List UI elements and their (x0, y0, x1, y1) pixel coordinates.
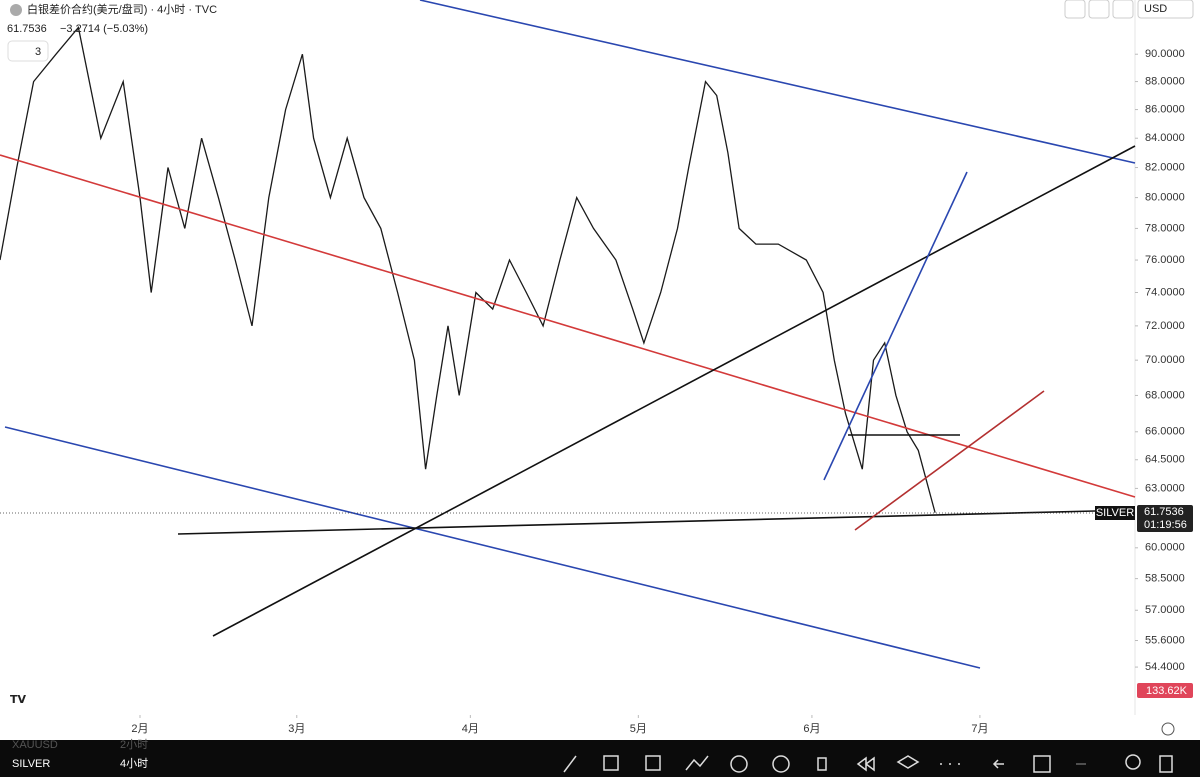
x-tick-label: 4月 (462, 723, 479, 735)
header-pill (4, 0, 284, 20)
y-tick-label: 78.0000 (1145, 222, 1185, 234)
symbol-title[interactable]: 白银差价合约(美元/盘司) · 4小时 · TVC (27, 2, 217, 16)
up-button[interactable] (1064, 0, 1086, 19)
symbol-tag-text: SILVER (1096, 507, 1134, 519)
footer-symbol[interactable]: SILVER (12, 758, 50, 770)
add-tool[interactable] (730, 755, 748, 773)
y-tick-label: 88.0000 (1145, 75, 1185, 87)
rewind[interactable] (856, 756, 875, 772)
chart-type[interactable] (603, 755, 619, 771)
y-tick-label: 72.0000 (1145, 320, 1185, 332)
price-change: −3.2714 (−5.03%) (60, 23, 148, 35)
y-tick-label: 60.0000 (1145, 542, 1185, 554)
down-button[interactable] (1088, 0, 1110, 19)
toolbar (0, 740, 1200, 777)
tv-logo: 𝗧𝗩 (10, 694, 27, 706)
y-tick-label: 55.6000 (1145, 634, 1185, 646)
plot: 90.0000 88.0000 86.0000 84.0000 82.0000 80.00… (0, 0, 1185, 735)
y-tick-label: 80.0000 (1145, 192, 1185, 204)
x-tick-label: 5月 (630, 723, 647, 735)
x-tick-label: 2月 (131, 723, 148, 735)
indicator-count: 3 (35, 46, 41, 58)
symbol-icon (10, 4, 22, 16)
indicators[interactable] (685, 755, 709, 771)
trend-line (823, 171, 968, 481)
x-tick-label: 7月 (971, 723, 988, 735)
price-tag-text: 61.7536 (1144, 506, 1184, 518)
y-tick-label: 74.0000 (1145, 286, 1185, 298)
trend-line (419, 0, 1136, 164)
watchlist[interactable] (1125, 754, 1141, 770)
trend-line (4, 426, 981, 669)
y-tick-label: 64.5000 (1145, 454, 1185, 466)
y-tick-label: 63.0000 (1145, 482, 1185, 494)
trend-line (854, 390, 1045, 531)
x-tick-label: 3月 (288, 723, 305, 735)
countdown: 01:19:56 (1144, 519, 1187, 531)
compare-interval: 2小时 (120, 738, 148, 751)
last-price: 61.7536 (7, 23, 47, 35)
alert-tool[interactable] (772, 755, 790, 773)
objects[interactable] (896, 755, 920, 769)
toolbar-icons (563, 754, 1173, 773)
reset-button[interactable] (1112, 0, 1134, 19)
y-tick-label: 82.0000 (1145, 161, 1185, 173)
layouts[interactable] (645, 755, 661, 771)
share[interactable] (1159, 755, 1173, 773)
settings-icon[interactable] (1161, 722, 1175, 736)
symbol-tag (1095, 506, 1135, 520)
y-tick-label: 76.0000 (1145, 254, 1185, 266)
y-tick-label: 68.0000 (1145, 389, 1185, 401)
y-tick-label: 90.0000 (1145, 48, 1185, 60)
replay-tool[interactable] (817, 757, 827, 771)
trend-line (212, 145, 1136, 637)
x-tick-label: 6月 (803, 723, 820, 735)
drawings (0, 0, 1136, 669)
indicator-toggle[interactable] (7, 40, 49, 62)
volume-tag (1137, 683, 1193, 698)
volume-tag-text: 133.62K (1146, 685, 1188, 697)
price-tag (1137, 505, 1193, 532)
trend-line (177, 510, 1096, 535)
y-tick-label: 86.0000 (1145, 103, 1185, 115)
y-tick-label: 70.0000 (1145, 354, 1185, 366)
currency-select[interactable] (1137, 0, 1194, 19)
y-tick-label: 66.0000 (1145, 426, 1185, 438)
trend-line (0, 154, 1136, 498)
y-tick-label: 54.4000 (1145, 661, 1185, 673)
draw-tool[interactable] (563, 755, 577, 773)
footer-interval[interactable]: 4小时 (120, 757, 148, 770)
y-tick-label: 58.5000 (1145, 573, 1185, 585)
currency: USD (1144, 3, 1167, 15)
y-tick-label: 84.0000 (1145, 132, 1185, 144)
undo[interactable] (992, 759, 1004, 769)
compare-symbol: XAUUSD (12, 739, 58, 751)
y-tick-label: 57.0000 (1145, 604, 1185, 616)
fullscreen[interactable] (1033, 755, 1051, 773)
